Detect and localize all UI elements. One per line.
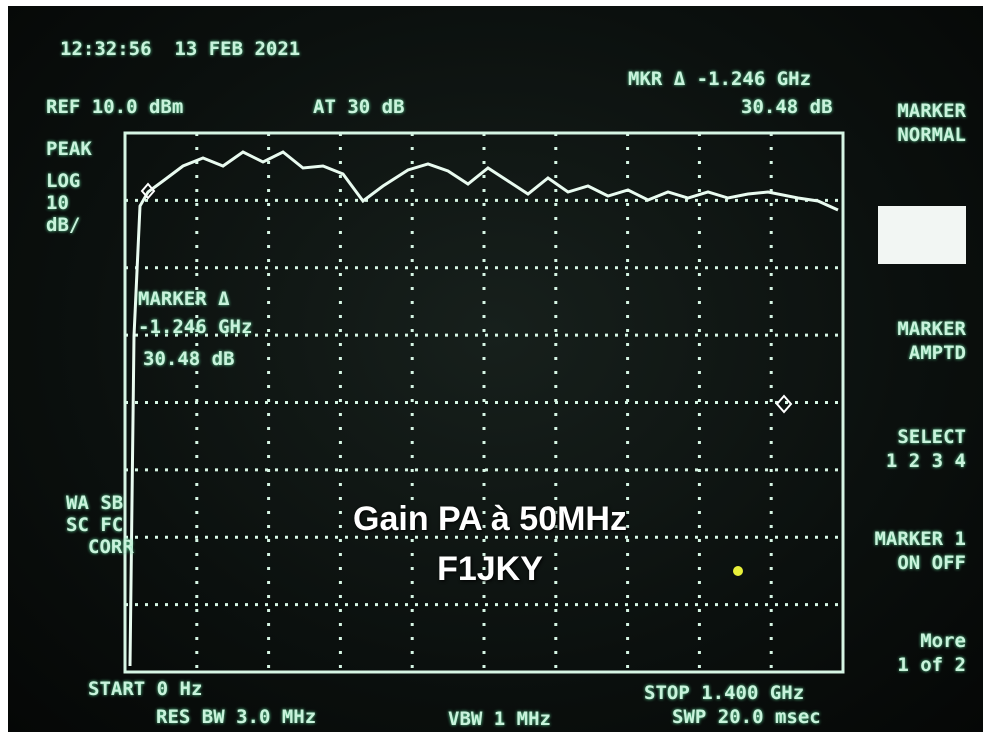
video-bandwidth: VBW 1 MHz: [448, 708, 551, 730]
marker-level: 30.48 dB: [143, 348, 235, 370]
marker-frequency: -1.246 GHz: [138, 316, 252, 338]
reference-level: REF 10.0 dBm: [46, 96, 183, 118]
overlay-caption: Gain PA à 50MHz: [240, 500, 740, 539]
softkey-label[interactable]: NORMAL: [846, 124, 966, 146]
status-line: CORR: [88, 536, 134, 558]
softkey-highlight: [878, 206, 966, 264]
scale-step: 10: [46, 192, 69, 214]
softkey-label[interactable]: MARKER: [846, 318, 966, 340]
softkey-label[interactable]: MARKER 1: [846, 528, 966, 550]
timestamp: 12:32:56 13 FEB 2021: [60, 38, 300, 60]
marker-level: 30.48 dB: [741, 96, 833, 118]
status-line: WA SB: [66, 492, 123, 514]
stop-frequency: STOP 1.400 GHz: [644, 682, 804, 704]
softkey-label[interactable]: AMPTD: [846, 342, 966, 364]
detector-mode: PEAK: [46, 138, 92, 160]
scale-unit: dB/: [46, 214, 80, 236]
softkey-label[interactable]: MARKER: [846, 100, 966, 122]
analyzer-screen: 12:32:56 13 FEB 2021 REF 10.0 dBm AT 30 …: [8, 6, 983, 732]
start-frequency: START 0 Hz: [88, 678, 202, 700]
softkey-label[interactable]: 1 of 2: [846, 654, 966, 676]
scale-type: LOG: [46, 170, 80, 192]
resolution-bandwidth: RES BW 3.0 MHz: [156, 706, 316, 728]
page: 12:32:56 13 FEB 2021 REF 10.0 dBm AT 30 …: [0, 0, 987, 738]
overlay-caption: F1JKY: [240, 550, 740, 589]
attenuation: AT 30 dB: [313, 96, 405, 118]
sweep-time: SWP 20.0 msec: [672, 706, 821, 728]
softkey-label[interactable]: SELECT: [846, 426, 966, 448]
softkey-label[interactable]: More: [846, 630, 966, 652]
marker-title: MARKER Δ: [138, 288, 230, 310]
status-line: SC FC: [66, 514, 123, 536]
softkey-label[interactable]: ON OFF: [846, 552, 966, 574]
softkey-label[interactable]: 1 2 3 4: [846, 450, 966, 472]
delta-marker: [777, 396, 791, 412]
marker-delta: MKR Δ -1.246 GHz: [628, 68, 811, 90]
